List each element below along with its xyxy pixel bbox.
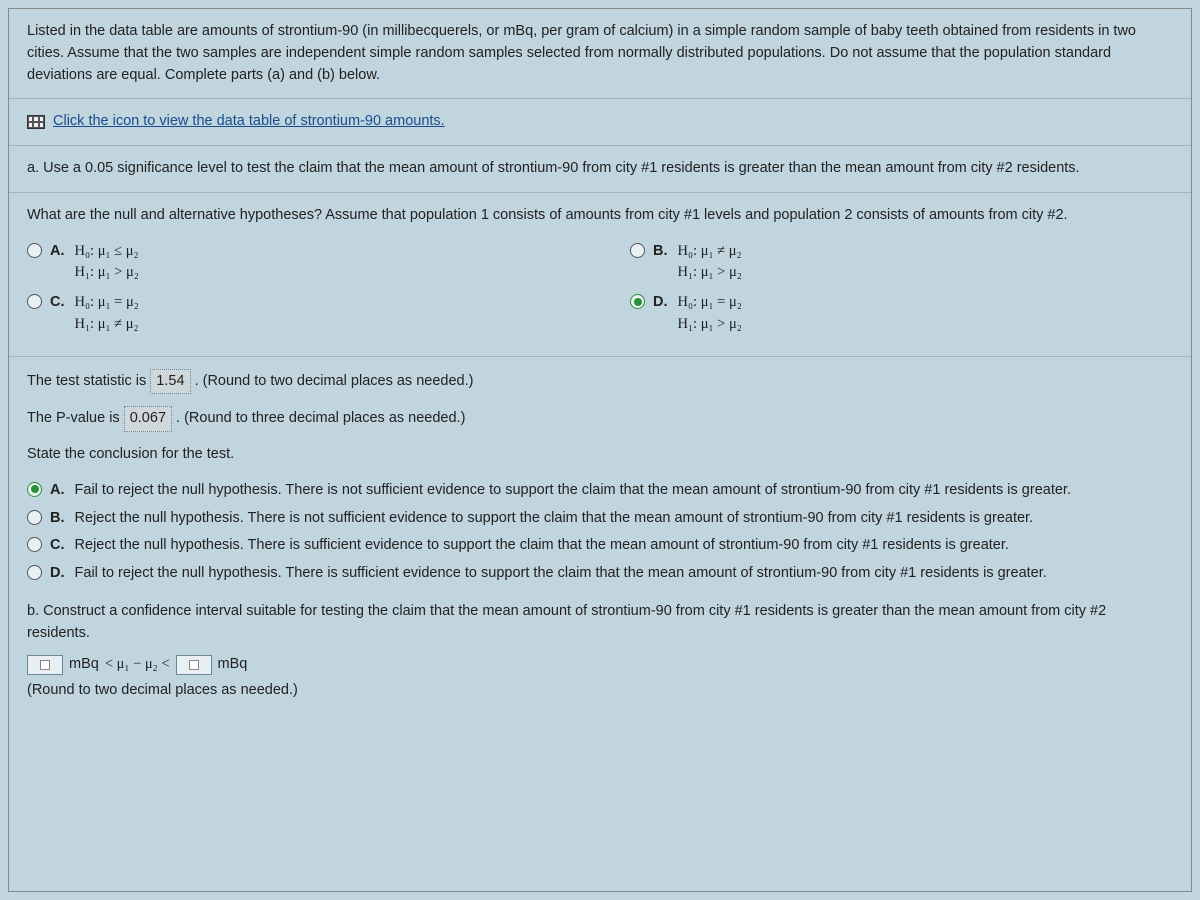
opt-label-d: D.	[653, 294, 668, 310]
stats-section: The test statistic is 1.54 . (Round to t…	[9, 357, 1191, 706]
radio-a[interactable]	[27, 243, 42, 258]
hyp-a-h0: H₀: μ₁ ≤ μ₂	[75, 243, 139, 259]
conc-text-a: Fail to reject the null hypothesis. Ther…	[75, 482, 1071, 498]
radio-b[interactable]	[630, 243, 645, 258]
ci-mid: < μ₁ − μ₂ <	[105, 654, 170, 676]
part-b-prompt: b. Construct a confidence interval suita…	[27, 601, 1173, 645]
pvalue-value[interactable]: 0.067	[124, 406, 172, 432]
conc-radio-b[interactable]	[27, 510, 42, 525]
conc-text-d: Fail to reject the null hypothesis. Ther…	[75, 565, 1047, 581]
pvalue-suffix: . (Round to three decimal places as need…	[176, 410, 465, 426]
hyp-option-c[interactable]: C. H₀: μ₁ = μ₂ C. H₁: μ₁ ≠ μ₂	[27, 292, 570, 336]
question-panel: Listed in the data table are amounts of …	[8, 8, 1192, 892]
conc-option-c[interactable]: C. Reject the null hypothesis. There is …	[27, 535, 1173, 557]
ci-lower-input[interactable]	[27, 655, 63, 675]
conc-option-b[interactable]: B. Reject the null hypothesis. There is …	[27, 508, 1173, 530]
conc-radio-a[interactable]	[27, 482, 42, 497]
hyp-c-h0: H₀: μ₁ = μ₂	[75, 294, 139, 310]
opt-label-b: B.	[653, 243, 668, 259]
conc-label-d: D.	[50, 565, 65, 581]
hyp-d-h1: H₁: μ₁ > μ₂	[678, 316, 742, 332]
conc-label-b: B.	[50, 510, 65, 526]
hyp-prompt: What are the null and alternative hypoth…	[27, 205, 1173, 227]
hyp-b-h1: H₁: μ₁ > μ₂	[678, 264, 742, 280]
ci-note: (Round to two decimal places as needed.)	[27, 680, 1173, 702]
hyp-option-d[interactable]: D. H₀: μ₁ = μ₂ D. H₁: μ₁ > μ₂	[630, 292, 1173, 336]
part-a-prompt: a. Use a 0.05 significance level to test…	[9, 146, 1191, 193]
hyp-d-h0: H₀: μ₁ = μ₂	[678, 294, 742, 310]
ci-upper-input[interactable]	[176, 655, 212, 675]
test-stat-suffix: . (Round to two decimal places as needed…	[195, 373, 474, 389]
table-icon[interactable]	[27, 115, 45, 129]
hypotheses-section: What are the null and alternative hypoth…	[9, 193, 1191, 357]
pvalue-prefix: The P-value is	[27, 410, 120, 426]
opt-label-a: A.	[50, 243, 65, 259]
intro-section: Listed in the data table are amounts of …	[9, 9, 1191, 99]
part-a-text: a. Use a 0.05 significance level to test…	[27, 160, 1080, 176]
radio-d[interactable]	[630, 294, 645, 309]
test-stat-value[interactable]: 1.54	[150, 369, 190, 395]
conc-radio-c[interactable]	[27, 537, 42, 552]
ci-unit1: mBq	[69, 654, 99, 676]
opt-label-c: C.	[50, 294, 65, 310]
hyp-row-2: C. H₀: μ₁ = μ₂ C. H₁: μ₁ ≠ μ₂ D. H₀: μ₁ …	[27, 292, 1173, 336]
hyp-option-a[interactable]: A. H₀: μ₁ ≤ μ₂ A. H₁: μ₁ > μ₂	[27, 241, 570, 285]
data-link-section: Click the icon to view the data table of…	[9, 99, 1191, 146]
ci-line: mBq < μ₁ − μ₂ < mBq	[27, 654, 1173, 676]
hyp-option-b[interactable]: B. H₀: μ₁ ≠ μ₂ B. H₁: μ₁ > μ₂	[630, 241, 1173, 285]
hyp-b-h0: H₀: μ₁ ≠ μ₂	[678, 243, 742, 259]
data-table-link[interactable]: Click the icon to view the data table of…	[53, 111, 445, 133]
conc-text-c: Reject the null hypothesis. There is suf…	[75, 537, 1009, 553]
conc-label-c: C.	[50, 537, 65, 553]
hyp-row-1: A. H₀: μ₁ ≤ μ₂ A. H₁: μ₁ > μ₂ B. H₀: μ₁ …	[27, 241, 1173, 285]
conc-radio-d[interactable]	[27, 565, 42, 580]
hyp-a-h1: H₁: μ₁ > μ₂	[75, 264, 139, 280]
radio-c[interactable]	[27, 294, 42, 309]
conc-text-b: Reject the null hypothesis. There is not…	[75, 510, 1034, 526]
conc-option-d[interactable]: D. Fail to reject the null hypothesis. T…	[27, 563, 1173, 585]
conc-label-a: A.	[50, 482, 65, 498]
intro-text: Listed in the data table are amounts of …	[27, 23, 1136, 83]
conclusion-prompt: State the conclusion for the test.	[27, 444, 1173, 466]
test-stat-prefix: The test statistic is	[27, 373, 146, 389]
conc-option-a[interactable]: A. Fail to reject the null hypothesis. T…	[27, 480, 1173, 502]
hyp-c-h1: H₁: μ₁ ≠ μ₂	[75, 316, 139, 332]
ci-unit2: mBq	[218, 654, 248, 676]
